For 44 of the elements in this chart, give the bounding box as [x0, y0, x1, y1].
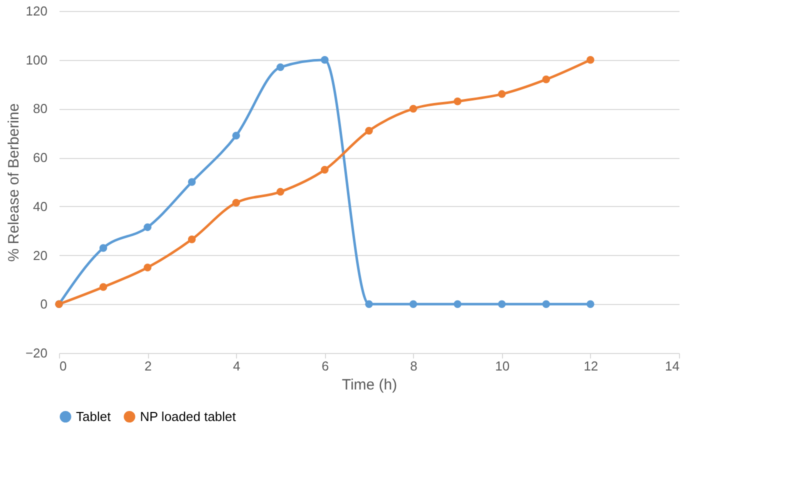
- y-tick-label: −20: [25, 346, 48, 360]
- point: [144, 223, 152, 232]
- point: [454, 300, 462, 308]
- point: [276, 188, 284, 196]
- point: [542, 300, 550, 308]
- x-tick-label: 4: [233, 358, 240, 374]
- point: [586, 56, 594, 64]
- y-axis-title: % Release of Berberine: [5, 103, 22, 262]
- y-tick-label: 120: [26, 4, 48, 18]
- point: [99, 283, 108, 291]
- point: [188, 236, 196, 244]
- point: [498, 90, 506, 98]
- y-tick-label: 0: [40, 296, 48, 312]
- point: [409, 300, 418, 308]
- y-tick-label: 60: [33, 150, 48, 166]
- point: [188, 178, 196, 186]
- x-tick-label: 10: [495, 358, 510, 374]
- x-tick-label: 14: [665, 358, 680, 374]
- point: [232, 198, 240, 207]
- point: [365, 300, 373, 308]
- point: [498, 300, 506, 308]
- point: [276, 63, 284, 72]
- x-tick-label: 0: [60, 358, 67, 374]
- point: [586, 300, 594, 308]
- x-axis-title: Time (h): [342, 376, 398, 394]
- legend-label: Tablet: [76, 408, 112, 424]
- y-tick-label: 80: [33, 101, 48, 116]
- x-tick-label: 2: [144, 358, 152, 374]
- point: [542, 76, 550, 84]
- y-tick-label: 100: [26, 52, 48, 68]
- point: [144, 264, 152, 272]
- x-tick-label: 8: [410, 358, 418, 374]
- legend-label: NP loaded tablet: [140, 408, 236, 424]
- point: [99, 244, 108, 252]
- y-tick-label: 40: [33, 198, 48, 214]
- point: [320, 166, 329, 174]
- point: [409, 104, 418, 113]
- y-tick-label: 20: [33, 248, 48, 263]
- x-tick-label: 12: [584, 358, 598, 374]
- point: [232, 132, 240, 140]
- x-tick-label: 6: [322, 358, 329, 374]
- point: [365, 126, 373, 135]
- point: [320, 56, 329, 64]
- point: [454, 98, 462, 106]
